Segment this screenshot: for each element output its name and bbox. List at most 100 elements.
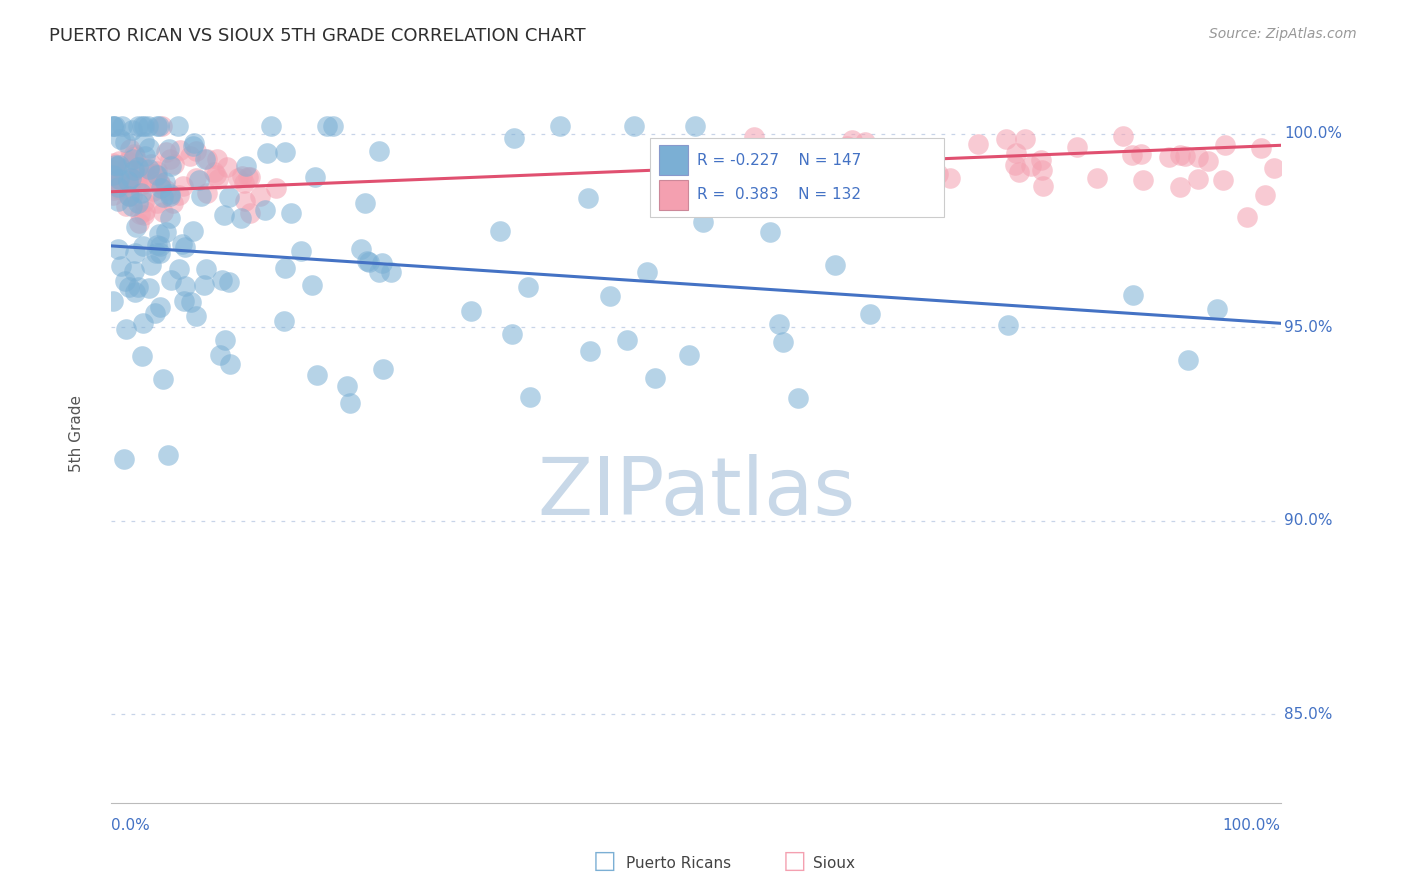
Point xyxy=(1122,288,1144,302)
Point xyxy=(138,161,160,176)
Point xyxy=(127,161,149,175)
Point xyxy=(786,170,808,185)
Point xyxy=(1066,140,1088,154)
Point xyxy=(127,173,149,187)
Point xyxy=(938,170,960,185)
Point xyxy=(173,293,195,308)
Point xyxy=(848,184,870,198)
Text: Puerto Ricans: Puerto Ricans xyxy=(626,856,731,871)
Point xyxy=(896,183,918,197)
Point xyxy=(146,196,169,211)
Point xyxy=(152,205,174,219)
Point xyxy=(184,170,207,185)
Point xyxy=(149,177,172,191)
Point xyxy=(207,172,229,186)
Text: Sioux: Sioux xyxy=(813,856,855,871)
Point xyxy=(1005,145,1028,160)
Point xyxy=(155,225,177,239)
Point xyxy=(1236,210,1258,224)
Point xyxy=(730,186,752,200)
Point xyxy=(159,211,181,225)
Point xyxy=(103,183,125,197)
Point xyxy=(256,145,278,160)
Text: 90.0%: 90.0% xyxy=(1284,513,1333,528)
Point xyxy=(114,135,136,149)
Point xyxy=(145,245,167,260)
Point xyxy=(233,176,256,190)
Point xyxy=(152,190,174,204)
Point xyxy=(127,280,149,294)
Point xyxy=(115,322,138,336)
Point xyxy=(172,178,194,193)
Point xyxy=(104,158,127,172)
Point xyxy=(307,368,329,383)
Point xyxy=(1187,150,1209,164)
Point xyxy=(127,169,149,184)
Point xyxy=(131,349,153,363)
Point xyxy=(188,173,211,187)
Point xyxy=(103,156,125,170)
Point xyxy=(239,169,262,184)
Point xyxy=(179,149,201,163)
Point xyxy=(1177,353,1199,368)
Point xyxy=(238,170,260,185)
Text: 5th Grade: 5th Grade xyxy=(69,395,84,472)
Point xyxy=(692,215,714,229)
Point xyxy=(875,151,897,165)
Point xyxy=(927,168,949,182)
Point xyxy=(678,348,700,362)
Point xyxy=(156,448,179,462)
Point xyxy=(211,273,233,287)
Point xyxy=(186,144,208,158)
Point xyxy=(101,293,124,308)
Point xyxy=(356,253,378,268)
Point xyxy=(179,295,201,310)
Point xyxy=(110,182,132,196)
Point xyxy=(1187,171,1209,186)
Point xyxy=(118,280,141,294)
Point xyxy=(108,176,131,190)
Point xyxy=(103,119,125,133)
Point xyxy=(115,199,138,213)
Point xyxy=(107,180,129,194)
Point xyxy=(112,452,135,467)
Point xyxy=(689,161,711,176)
Point xyxy=(1121,147,1143,161)
Point xyxy=(114,274,136,288)
Point xyxy=(149,177,172,191)
Point xyxy=(901,152,924,166)
Point xyxy=(118,189,141,203)
Point xyxy=(817,172,839,186)
Point xyxy=(169,261,191,276)
Point xyxy=(166,119,188,133)
Point xyxy=(226,171,249,186)
Point xyxy=(145,167,167,181)
Point xyxy=(132,238,155,252)
Point xyxy=(159,189,181,203)
Point xyxy=(229,211,252,226)
Point xyxy=(146,168,169,182)
Point xyxy=(1213,137,1236,152)
Point xyxy=(129,178,152,192)
Text: 0.0%: 0.0% xyxy=(111,819,150,833)
Point xyxy=(125,174,148,188)
Point xyxy=(837,138,859,153)
Point xyxy=(121,189,143,203)
Point xyxy=(859,307,882,321)
Text: R = -0.227    N = 147: R = -0.227 N = 147 xyxy=(697,153,860,168)
Point xyxy=(1014,132,1036,146)
Point xyxy=(995,132,1018,146)
Point xyxy=(301,277,323,292)
Point xyxy=(124,245,146,260)
Point xyxy=(132,316,155,330)
Point xyxy=(489,225,512,239)
Point xyxy=(1132,173,1154,187)
Point xyxy=(132,194,155,209)
Point xyxy=(1085,171,1108,186)
Point xyxy=(174,279,197,293)
Point xyxy=(1031,162,1053,177)
Point xyxy=(134,149,156,163)
Point xyxy=(1197,154,1219,169)
Point xyxy=(153,175,176,189)
Point xyxy=(139,157,162,171)
